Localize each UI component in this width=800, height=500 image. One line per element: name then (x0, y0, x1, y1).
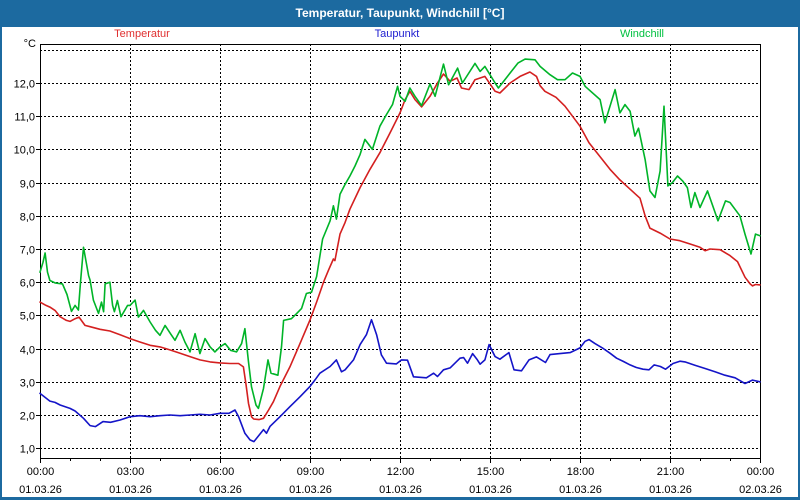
x-tick-time: 09:00 (297, 466, 325, 478)
y-tick-label: 10,0 (14, 145, 35, 157)
y-tick-label: 7,0 (20, 245, 35, 257)
x-tick-time: 12:00 (387, 466, 415, 478)
plot-border (40, 44, 761, 459)
x-tick-date: 01.03.26 (469, 484, 512, 496)
legend-taupunkt: Taupunkt (374, 28, 420, 40)
x-tick-date: 01.03.26 (649, 484, 692, 496)
x-tick-date: 01.03.26 (289, 484, 332, 496)
y-tick-label: 5,0 (20, 311, 35, 323)
y-tick-label: 1,0 (20, 444, 35, 456)
y-tick-label: 8,0 (20, 212, 35, 224)
legend-temperatur: Temperatur (114, 28, 170, 40)
y-axis-unit-label: °C (23, 38, 36, 50)
y-tick-label: 11,0 (14, 112, 35, 124)
x-tick-date: 01.03.26 (199, 484, 242, 496)
x-tick-time: 03:00 (117, 466, 145, 478)
x-tick-date: 01.03.26 (379, 484, 422, 496)
x-tick-time: 00:00 (747, 466, 775, 478)
y-tick-label: 9,0 (20, 179, 35, 191)
x-tick-time: 18:00 (567, 466, 595, 478)
x-tick-date: 02.03.26 (739, 484, 782, 496)
y-tick-label: 3,0 (20, 378, 35, 390)
x-tick-date: 01.03.26 (19, 484, 62, 496)
series-temperatur (39, 71, 761, 421)
window-title: Temperatur, Taupunkt, Windchill [°C] (2, 0, 798, 27)
x-tick-time: 00:00 (27, 466, 55, 478)
series-windchill (39, 58, 761, 410)
y-tick-label: 2,0 (20, 411, 35, 423)
y-tick-label: 4,0 (20, 345, 35, 357)
x-tick-date: 01.03.26 (559, 484, 602, 496)
x-tick-time: 15:00 (477, 466, 505, 478)
series-taupunkt (39, 318, 761, 443)
y-tick-label: 6,0 (20, 278, 35, 290)
y-tick-label: 12,0 (14, 79, 35, 91)
x-tick-date: 01.03.26 (109, 484, 152, 496)
x-tick-time: 06:00 (207, 466, 235, 478)
x-tick-time: 21:00 (657, 466, 685, 478)
legend-windchill: Windchill (619, 28, 664, 40)
